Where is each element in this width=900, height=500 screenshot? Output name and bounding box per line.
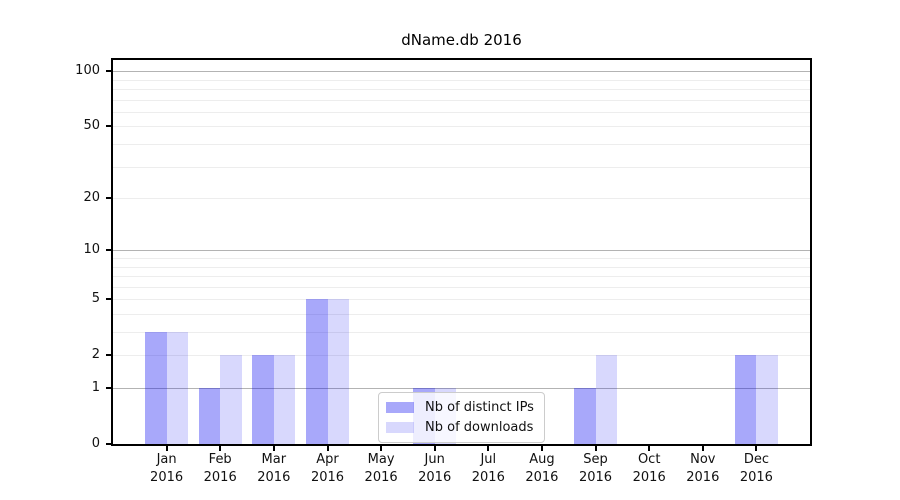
x-tick-mark bbox=[433, 446, 436, 451]
x-tick-mark bbox=[272, 446, 275, 451]
x-tick-mark bbox=[219, 446, 222, 451]
y-tick-mark bbox=[106, 249, 111, 252]
bar-downloads-apr bbox=[327, 299, 349, 444]
x-tick-label-nov: Nov 2016 bbox=[686, 452, 720, 485]
x-tick-mark bbox=[701, 446, 704, 451]
x-tick-label-may: May 2016 bbox=[364, 452, 398, 485]
legend-item-distinct-ips: Nb of distinct IPs bbox=[386, 398, 534, 417]
y-tick-label-10: 10 bbox=[83, 242, 100, 258]
y-tick-label-100: 100 bbox=[75, 63, 100, 79]
gridline bbox=[113, 126, 810, 128]
bar-downloads-sep bbox=[595, 355, 617, 444]
x-tick-mark bbox=[755, 446, 758, 451]
x-tick-mark bbox=[648, 446, 651, 451]
x-tick-mark bbox=[594, 446, 597, 451]
y-tick-label-2: 2 bbox=[91, 347, 100, 363]
y-tick-label-50: 50 bbox=[83, 118, 100, 134]
y-tick-mark bbox=[106, 125, 111, 128]
bar-distinct-ips-dec bbox=[734, 355, 757, 444]
gridline bbox=[113, 314, 810, 315]
bar-distinct-ips-feb bbox=[198, 388, 221, 444]
gridline bbox=[113, 79, 810, 81]
gridline bbox=[113, 355, 810, 357]
y-tick-label-1: 1 bbox=[91, 380, 100, 395]
x-tick-mark bbox=[540, 446, 543, 451]
legend-swatch-downloads-icon bbox=[386, 422, 414, 433]
x-tick-label-feb: Feb 2016 bbox=[203, 452, 237, 485]
y-tick-mark bbox=[106, 298, 111, 301]
bar-downloads-jan bbox=[166, 332, 189, 444]
y-tick-mark bbox=[106, 387, 111, 389]
gridline bbox=[113, 266, 810, 268]
y-tick-mark bbox=[106, 70, 111, 73]
x-tick-label-dec: Dec 2016 bbox=[739, 452, 773, 485]
y-tick-mark bbox=[106, 197, 111, 200]
gridline bbox=[113, 258, 810, 259]
gridline bbox=[113, 99, 810, 101]
legend: Nb of distinct IPs Nb of downloads bbox=[378, 392, 545, 443]
chart-title: dName.db 2016 bbox=[401, 31, 522, 49]
x-tick-label-jul: Jul 2016 bbox=[471, 452, 505, 485]
x-tick-label-jan: Jan 2016 bbox=[150, 452, 184, 485]
gridline bbox=[113, 89, 810, 90]
legend-label-distinct-ips: Nb of distinct IPs bbox=[425, 400, 534, 415]
x-tick-label-jun: Jun 2016 bbox=[418, 452, 452, 485]
x-tick-label-mar: Mar 2016 bbox=[257, 452, 291, 485]
gridline bbox=[113, 299, 810, 301]
bar-downloads-feb bbox=[220, 355, 242, 444]
legend-label-downloads: Nb of downloads bbox=[425, 420, 534, 435]
x-tick-label-apr: Apr 2016 bbox=[310, 452, 345, 485]
x-tick-label-aug: Aug 2016 bbox=[525, 452, 559, 485]
legend-swatch-distinct-ips-icon bbox=[386, 402, 414, 413]
gridline bbox=[113, 166, 810, 168]
bar-distinct-ips-mar bbox=[252, 355, 274, 444]
bar-distinct-ips-sep bbox=[574, 388, 596, 444]
y-tick-label-5: 5 bbox=[91, 291, 100, 307]
y-tick-label-0: 0 bbox=[91, 436, 100, 451]
gridline bbox=[113, 286, 810, 288]
bar-downloads-dec bbox=[756, 355, 778, 444]
gridline bbox=[113, 71, 810, 73]
gridline bbox=[113, 144, 810, 145]
y-tick-mark bbox=[106, 443, 111, 445]
gridline bbox=[113, 250, 810, 252]
gridline bbox=[113, 198, 810, 200]
x-tick-mark bbox=[487, 446, 490, 451]
plot-area bbox=[111, 58, 812, 446]
gridline bbox=[113, 388, 810, 389]
legend-item-downloads: Nb of downloads bbox=[386, 418, 534, 437]
bar-distinct-ips-apr bbox=[306, 299, 328, 444]
gridline bbox=[113, 332, 810, 333]
x-tick-mark bbox=[326, 446, 329, 451]
y-tick-mark bbox=[106, 354, 111, 357]
x-tick-label-sep: Sep 2016 bbox=[578, 452, 613, 485]
x-tick-label-oct: Oct 2016 bbox=[632, 452, 666, 485]
bar-downloads-mar bbox=[273, 355, 296, 444]
bar-distinct-ips-jan bbox=[145, 332, 167, 444]
x-tick-mark bbox=[380, 446, 383, 451]
gridline bbox=[113, 111, 810, 113]
x-tick-mark bbox=[165, 446, 168, 451]
gridline bbox=[113, 276, 810, 277]
y-tick-label-20: 20 bbox=[83, 190, 100, 206]
